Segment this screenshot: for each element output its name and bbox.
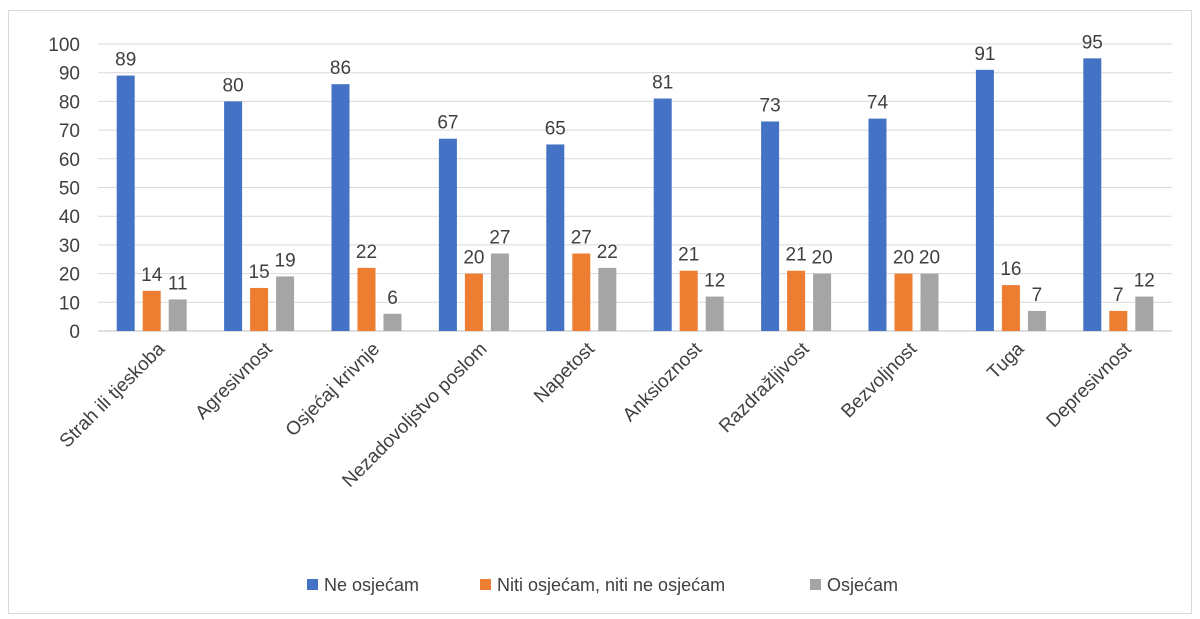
category-label: Napetost — [530, 338, 599, 407]
data-label: 91 — [974, 44, 995, 65]
data-label: 7 — [1113, 285, 1124, 306]
data-label: 65 — [545, 118, 566, 139]
bar — [546, 144, 565, 331]
bar — [787, 270, 806, 331]
bar — [868, 118, 887, 332]
bar — [975, 69, 994, 331]
data-label: 95 — [1082, 32, 1103, 53]
data-label: 27 — [571, 228, 592, 249]
data-label: 12 — [1134, 271, 1155, 292]
legend: Ne osjećam Niti osjećam, niti ne osjećam O… — [307, 575, 898, 595]
data-label: 22 — [597, 242, 618, 263]
bar — [464, 273, 483, 331]
bar — [331, 84, 350, 332]
y-tick-label: 40 — [59, 207, 80, 228]
bar — [920, 273, 939, 331]
data-label: 27 — [489, 228, 510, 249]
data-label: 81 — [652, 73, 673, 94]
bar — [1027, 310, 1046, 331]
bar — [142, 290, 161, 331]
data-label: 89 — [115, 50, 136, 71]
data-label: 21 — [786, 245, 807, 266]
category-labels: Strah ili tjeskoba Agresivnost Osjećaj kri… — [56, 338, 1137, 492]
bar — [250, 287, 269, 331]
bar — [116, 75, 135, 331]
y-axis-tick-labels: 0 10 20 30 40 50 60 70 80 90 100 — [48, 35, 80, 343]
data-label: 73 — [760, 95, 781, 116]
data-label: 20 — [919, 248, 940, 269]
data-label: 20 — [812, 248, 833, 269]
y-tick-label: 50 — [59, 179, 80, 200]
data-label: 16 — [1000, 259, 1021, 280]
legend-label: Ne osjećam — [324, 575, 419, 595]
bar — [1135, 296, 1154, 331]
bar — [490, 253, 509, 331]
y-tick-label: 10 — [59, 293, 80, 314]
category-label: Bezvoljnost — [837, 338, 921, 422]
legend-label: Osjećam — [827, 575, 898, 595]
y-tick-label: 60 — [59, 150, 80, 171]
data-label: 80 — [223, 75, 244, 96]
bar — [894, 273, 913, 331]
data-label: 6 — [387, 288, 398, 309]
data-label: 7 — [1032, 285, 1043, 306]
legend-label: Niti osjećam, niti ne osjećam — [497, 575, 725, 595]
data-label: 22 — [356, 242, 377, 263]
bar — [383, 313, 402, 331]
legend-swatch — [810, 579, 821, 590]
bar — [705, 296, 724, 331]
category-label: Razdražljivost — [715, 338, 814, 437]
legend-swatch — [480, 579, 491, 590]
bar — [1109, 310, 1128, 331]
bars — [116, 58, 1154, 332]
bar — [1001, 285, 1020, 331]
data-label: 15 — [249, 262, 270, 283]
data-label: 19 — [275, 250, 296, 271]
y-tick-label: 30 — [59, 236, 80, 257]
category-label: Depresivnost — [1043, 338, 1137, 432]
data-label: 86 — [330, 58, 351, 79]
data-label: 20 — [463, 248, 484, 269]
data-label: 11 — [168, 273, 188, 294]
data-label: 21 — [678, 245, 699, 266]
bar — [813, 273, 832, 331]
y-tick-label: 20 — [59, 265, 80, 286]
bar — [168, 299, 187, 331]
bar — [1083, 58, 1102, 331]
category-label: Agresivnost — [192, 338, 278, 424]
y-tick-label: 100 — [48, 35, 80, 56]
bar — [598, 267, 617, 331]
bar — [572, 253, 591, 331]
y-tick-label: 70 — [59, 121, 80, 142]
chart-frame — [8, 10, 1192, 614]
y-tick-label: 0 — [69, 322, 80, 343]
bar — [438, 138, 457, 331]
data-label: 74 — [867, 93, 889, 114]
category-label: Strah ili tjeskoba — [56, 338, 170, 452]
bar — [679, 270, 698, 331]
bar — [224, 101, 243, 332]
category-label: Osjećaj krivnje — [282, 339, 384, 441]
y-tick-label: 80 — [59, 92, 80, 113]
bar — [357, 267, 376, 331]
category-label: Anksioznost — [619, 338, 707, 426]
data-label: 67 — [437, 113, 458, 134]
category-label: Tuga — [983, 338, 1028, 383]
data-label: 20 — [893, 248, 914, 269]
data-label: 14 — [141, 265, 163, 286]
legend-swatch — [307, 579, 318, 590]
bar — [276, 276, 295, 331]
bar — [653, 98, 672, 331]
data-label: 12 — [704, 271, 725, 292]
y-tick-label: 90 — [59, 64, 80, 85]
bar — [761, 121, 780, 332]
